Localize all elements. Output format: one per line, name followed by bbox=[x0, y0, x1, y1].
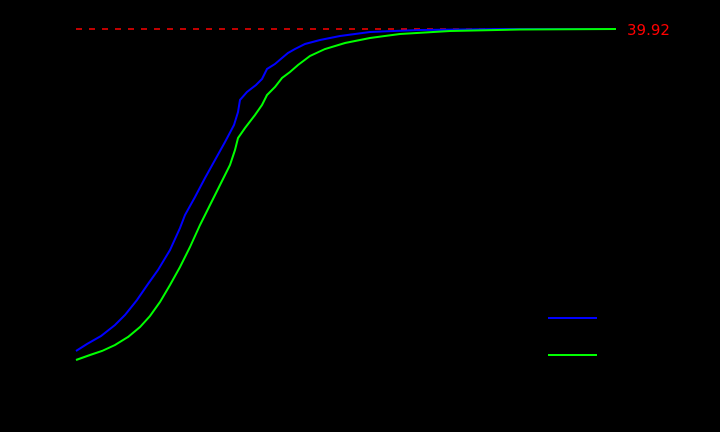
series-line-blue bbox=[75, 28, 616, 352]
series-line-green bbox=[75, 28, 617, 361]
legend bbox=[548, 317, 597, 356]
reference-value-label: 39.92 bbox=[627, 21, 670, 39]
